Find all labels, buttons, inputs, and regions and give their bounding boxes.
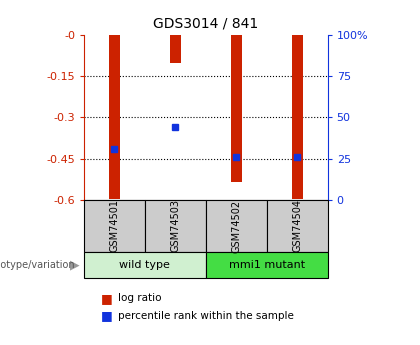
Text: percentile rank within the sample: percentile rank within the sample [118, 311, 294, 321]
Title: GDS3014 / 841: GDS3014 / 841 [153, 17, 258, 31]
Text: genotype/variation: genotype/variation [0, 260, 76, 270]
Text: wild type: wild type [119, 260, 171, 270]
Text: GSM74502: GSM74502 [231, 199, 241, 253]
Text: log ratio: log ratio [118, 294, 161, 303]
Bar [231, 34, 242, 182]
Bar [170, 34, 181, 63]
Bar [109, 34, 120, 199]
Text: ■: ■ [101, 292, 113, 305]
Text: GSM74501: GSM74501 [110, 199, 119, 253]
Text: ■: ■ [101, 309, 113, 322]
Text: GSM74504: GSM74504 [292, 199, 302, 253]
Bar [291, 34, 303, 199]
Text: ▶: ▶ [70, 258, 80, 271]
Text: GSM74503: GSM74503 [171, 199, 180, 253]
Text: mmi1 mutant: mmi1 mutant [228, 260, 305, 270]
